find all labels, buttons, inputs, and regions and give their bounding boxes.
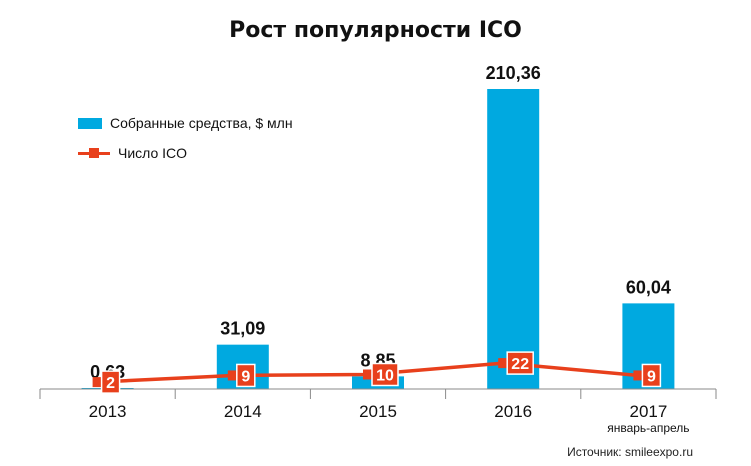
line-marker xyxy=(227,370,238,381)
x-tick-label: 2016 xyxy=(494,402,532,421)
x-tick-label: 2015 xyxy=(359,402,397,421)
bar-value-label: 31,09 xyxy=(220,319,265,339)
line-marker xyxy=(498,358,509,369)
legend-swatch-bar xyxy=(78,117,102,129)
x-tick-label: 2013 xyxy=(89,402,127,421)
line-value-label: 9 xyxy=(647,368,656,385)
legend-swatch-line xyxy=(78,146,110,160)
line-value-box xyxy=(506,351,534,375)
legend-label-count: Число ICO xyxy=(118,145,188,161)
x-tick-sublabel: январь-апрель xyxy=(607,421,689,435)
line-value-box xyxy=(100,370,121,394)
bar-2016 xyxy=(487,89,540,389)
line-value-box xyxy=(236,363,256,388)
line-value-label: 9 xyxy=(241,368,250,385)
source-note: Источник: smileexpo.ru xyxy=(567,445,693,459)
legend-label-funds: Собранные средства, $ млн xyxy=(110,115,293,131)
bar-value-label: 60,04 xyxy=(626,277,671,297)
bar-value-label: 210,36 xyxy=(486,63,541,83)
legend-item-funds: Собранные средства, $ млн xyxy=(78,112,293,134)
line-value-label: 2 xyxy=(106,375,115,392)
line-value-box xyxy=(641,363,662,388)
x-tick-label: 2017 xyxy=(629,402,667,421)
x-tick-label: 2014 xyxy=(224,402,262,421)
line-marker xyxy=(92,377,103,388)
line-value-box xyxy=(371,362,399,387)
line-marker xyxy=(363,369,373,380)
line-value-label: 22 xyxy=(511,356,529,373)
line-marker xyxy=(633,370,644,381)
line-value-label: 10 xyxy=(376,368,394,385)
legend-item-count: Число ICO xyxy=(78,142,293,164)
legend: Собранные средства, $ млн Число ICO xyxy=(78,112,293,172)
chart-title: Рост популярности ICO xyxy=(229,18,522,43)
